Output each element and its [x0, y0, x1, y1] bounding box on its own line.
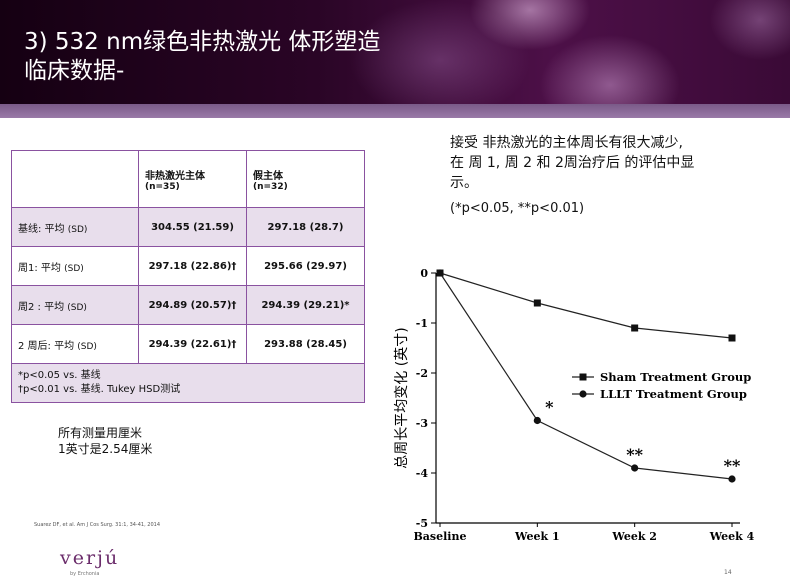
- table-row: 2 周后: 平均 (SD) 294.39 (22.61)† 293.88 (28…: [11, 324, 365, 364]
- data-point: [436, 269, 444, 277]
- row-sham-value: 295.66 (29.97): [246, 246, 365, 286]
- chart-series: *****: [436, 269, 741, 483]
- data-point: [728, 475, 736, 483]
- legend-label: Sham Treatment Group: [600, 370, 751, 384]
- row-label: 基线: 平均 (SD): [11, 207, 139, 247]
- unit-note-line-2: 1英寸是2.54厘米: [58, 442, 153, 456]
- row-label: 2 周后: 平均 (SD): [11, 324, 139, 364]
- row-sham-value: 297.18 (28.7): [246, 207, 365, 247]
- data-point: [631, 464, 639, 472]
- x-tick-label: Week 2: [611, 530, 657, 543]
- caption-significance: (*p<0.05, **p<0.01): [450, 201, 585, 216]
- row-sham-value: 294.39 (29.21)*: [246, 285, 365, 325]
- citation: Suarez DF, et al. Am J Cos Surg. 31:1, 3…: [34, 522, 160, 528]
- footnote-1: *p<0.05 vs. 基线: [18, 370, 101, 381]
- data-point: [631, 324, 639, 332]
- y-axis-label: 总周长平均变化 (英寸): [393, 327, 410, 468]
- page-number: 14: [724, 569, 732, 576]
- data-point: [728, 334, 736, 342]
- x-tick-label: Baseline: [414, 530, 467, 543]
- x-tick-label: Week 4: [709, 530, 755, 543]
- chart-legend: Sham Treatment Group LLLT Treatment Group: [572, 370, 751, 401]
- significance-label: **: [724, 456, 741, 475]
- row-sham-value: 293.88 (28.45): [246, 324, 365, 364]
- legend-marker: [579, 373, 587, 381]
- table-row: 基线: 平均 (SD) 304.55 (21.59) 297.18 (28.7): [11, 207, 365, 247]
- row-llt-value: 294.89 (20.57)†: [138, 285, 247, 325]
- row-label: 周2 : 平均 (SD): [11, 285, 139, 325]
- data-point: [533, 416, 541, 425]
- caption-line-3: 示。: [450, 175, 478, 191]
- y-tick-label: -4: [416, 467, 429, 480]
- y-tick-label: -2: [416, 367, 428, 380]
- series-line: [439, 272, 733, 480]
- table-footnote: *p<0.05 vs. 基线 †p<0.01 vs. 基线. Tukey HSD…: [11, 363, 365, 403]
- y-tick-label: 0: [420, 267, 428, 280]
- table-header-row: 非热激光主体 (n=35) 假主体 (n=32): [11, 150, 365, 208]
- data-point: [533, 299, 541, 307]
- significance-label: *: [545, 398, 554, 417]
- unit-note-line-1: 所有测量用厘米: [58, 426, 143, 440]
- header-sham-cell: 假主体 (n=32): [246, 150, 365, 208]
- table-row: 周1: 平均 (SD) 297.18 (22.86)† 295.66 (29.9…: [11, 246, 365, 286]
- header-llt-n: (n=35): [145, 181, 180, 192]
- legend-marker: [579, 390, 587, 398]
- y-tick-label: -1: [416, 317, 428, 330]
- title-line-1: 3) 532 nm绿色非热激光 体形塑造: [24, 29, 381, 55]
- y-tick-label: -3: [416, 417, 428, 430]
- caption-line-2: 在 周 1, 周 2 和 2周治疗后 的评估中显: [450, 155, 695, 171]
- row-llt-value: 297.18 (22.86)†: [138, 246, 247, 286]
- results-table: 非热激光主体 (n=35) 假主体 (n=32) 基线: 平均 (SD) 304…: [11, 150, 365, 403]
- chart-caption: 接受 非热激光的主体周长有很大减少, 在 周 1, 周 2 和 2周治疗后 的评…: [450, 133, 694, 193]
- header-sham-n: (n=32): [253, 181, 288, 192]
- series-line: [439, 272, 733, 339]
- row-label: 周1: 平均 (SD): [11, 246, 139, 286]
- caption-line-1: 接受 非热激光的主体周长有很大减少,: [450, 135, 683, 151]
- unit-note: 所有测量用厘米 1英寸是2.54厘米: [58, 425, 152, 457]
- row-llt-value: 304.55 (21.59): [138, 207, 247, 247]
- header-empty-cell: [11, 150, 139, 208]
- table-footnote-row: *p<0.05 vs. 基线 †p<0.01 vs. 基线. Tukey HSD…: [11, 363, 365, 403]
- title-line-2: 临床数据-: [24, 58, 125, 84]
- significance-label: **: [626, 445, 643, 464]
- header-banner: [0, 0, 790, 104]
- header-llt-cell: 非热激光主体 (n=35): [138, 150, 247, 208]
- table-row: 周2 : 平均 (SD) 294.89 (20.57)† 294.39 (29.…: [11, 285, 365, 325]
- row-llt-value: 294.39 (22.61)†: [138, 324, 247, 364]
- y-tick-label: -5: [416, 517, 428, 530]
- brand-logo-byline: by Erchonia: [70, 571, 100, 577]
- header-sham-title: 假主体: [253, 170, 283, 182]
- brand-logo: verjú: [60, 547, 120, 569]
- legend-label: LLLT Treatment Group: [600, 387, 747, 401]
- footnote-2: †p<0.01 vs. 基线. Tukey HSD测试: [18, 384, 181, 395]
- x-tick-label: Week 1: [514, 530, 560, 543]
- header-llt-title: 非热激光主体: [145, 170, 205, 182]
- header-strip: [0, 104, 790, 118]
- slide-title: 3) 532 nm绿色非热激光 体形塑造 临床数据-: [24, 28, 380, 86]
